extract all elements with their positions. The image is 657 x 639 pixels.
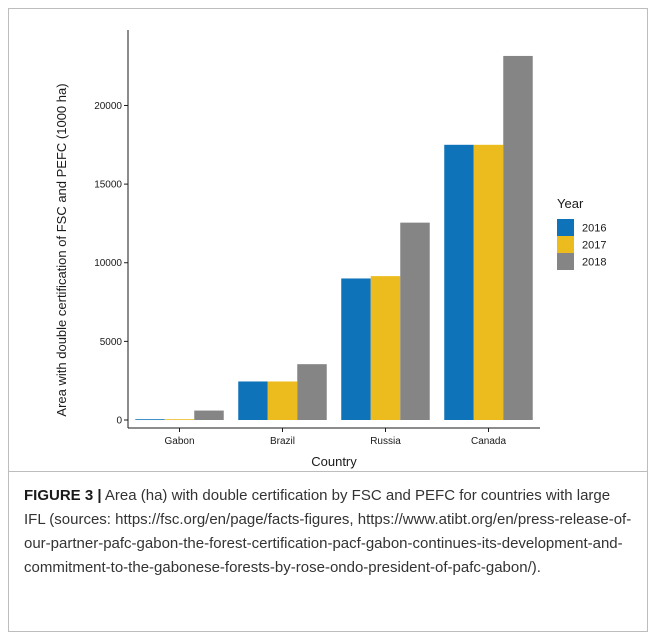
y-tick-label: 10000 (94, 258, 122, 269)
axes (127, 30, 540, 429)
bar-brazil-2017 (267, 381, 298, 420)
bar-brazil-2016 (238, 381, 268, 420)
bar-canada-2018 (503, 55, 533, 421)
legend-swatch-2017 (557, 236, 574, 253)
legend-swatch-2016 (557, 219, 574, 236)
bar-gabon-2016 (135, 419, 165, 421)
y-axis-title: Area with double certification of FSC an… (54, 83, 69, 416)
legend-label-2018: 2018 (582, 257, 606, 269)
caption-text: Area (ha) with double certification by F… (24, 487, 632, 576)
x-tick-label: Russia (370, 436, 401, 447)
y-tick-labels: 0 5000 10000 15000 20000 (94, 101, 128, 427)
figure-label: FIGURE 3 | (24, 487, 102, 504)
legend-title: Year (557, 196, 584, 211)
x-tick-label: Canada (471, 436, 506, 447)
legend: Year 2016 2017 2018 (557, 196, 606, 270)
x-axis-title: Country (311, 454, 357, 469)
legend-label-2016: 2016 (582, 223, 606, 235)
x-tick-label: Brazil (270, 436, 295, 447)
caption-divider (8, 471, 648, 472)
bar-brazil-2018 (297, 364, 327, 420)
bar-russia-2016 (341, 278, 371, 420)
y-tick-label: 5000 (100, 337, 123, 348)
y-tick-label: 20000 (94, 101, 122, 112)
bar-gabon-2018 (194, 410, 224, 420)
legend-label-2017: 2017 (582, 240, 606, 252)
bar-chart: Gabon Brazil Russia Canada 0 5000 10000 15000 2… (54, 30, 606, 469)
bar-russia-2018 (400, 222, 430, 420)
figure-caption: FIGURE 3 | Area (ha) with double certifi… (24, 484, 634, 580)
bar-canada-2017 (473, 144, 504, 420)
x-tick-label: Gabon (164, 436, 194, 447)
bars (135, 55, 533, 421)
y-tick-label: 0 (116, 416, 122, 427)
bar-russia-2017 (370, 276, 401, 420)
y-tick-label: 15000 (94, 180, 122, 191)
bar-gabon-2017 (164, 419, 195, 421)
bar-canada-2016 (444, 144, 474, 420)
legend-swatch-2018 (557, 253, 574, 270)
x-tick-labels: Gabon Brazil Russia Canada (164, 428, 506, 447)
figure-frame (8, 8, 648, 632)
